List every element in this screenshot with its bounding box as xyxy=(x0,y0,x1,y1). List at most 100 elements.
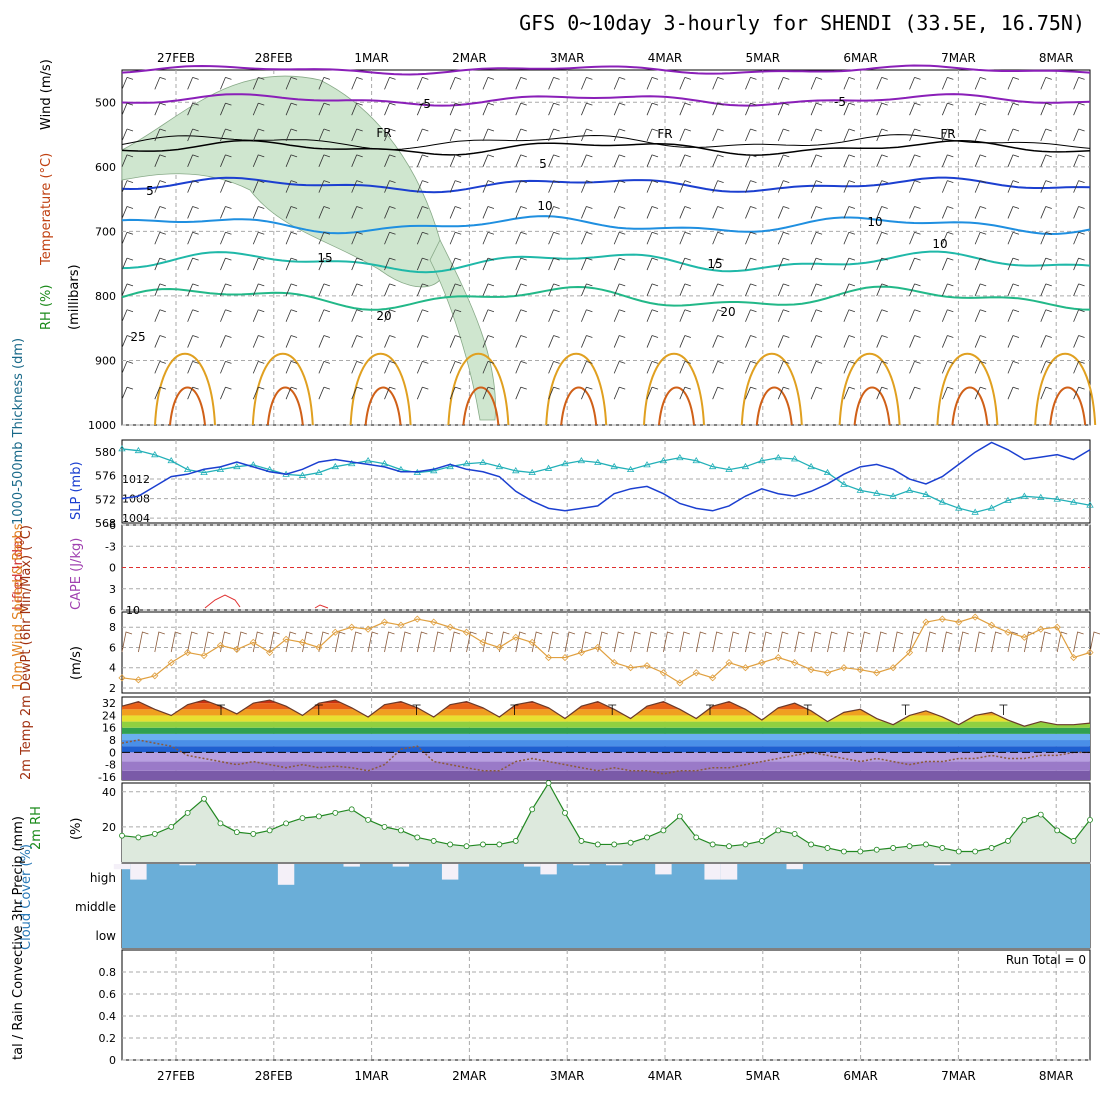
wind-barb xyxy=(548,128,560,142)
cloud-high-clear xyxy=(655,864,672,875)
wind-barb xyxy=(482,309,495,322)
wind-speed-point xyxy=(380,618,389,626)
wind-barb xyxy=(548,257,560,271)
wind-barb xyxy=(1073,360,1085,374)
wind-barb xyxy=(548,154,560,167)
thickness-point xyxy=(774,454,782,461)
thickness-point xyxy=(807,462,815,470)
wind-barb xyxy=(351,154,363,167)
wind-speed-point xyxy=(840,664,848,672)
wind-barb xyxy=(646,386,659,400)
wind-barb xyxy=(876,102,888,116)
wind-barb xyxy=(121,283,134,297)
wind-barb xyxy=(252,283,265,297)
wind-barb-10m xyxy=(367,631,379,653)
li-line xyxy=(314,604,329,609)
contour-line-5 xyxy=(121,176,1091,194)
temp-max-marker xyxy=(608,704,617,715)
wind-barb-10m xyxy=(416,631,428,653)
wind-barb xyxy=(745,360,757,374)
temp-max-marker xyxy=(510,704,519,715)
thickness-point xyxy=(823,468,832,476)
wind-barb xyxy=(745,335,757,348)
wind-barb xyxy=(581,257,593,271)
wind-speed-point xyxy=(905,648,914,657)
wind-barb xyxy=(154,102,166,116)
wind-barb xyxy=(712,231,724,245)
wind-barb xyxy=(285,206,298,219)
slp-line xyxy=(121,441,1091,512)
wind-barb xyxy=(416,386,429,400)
y-label-temp: Temperature (°C) xyxy=(39,153,54,266)
wind-barb-10m xyxy=(892,631,904,653)
wind-barb xyxy=(745,309,757,322)
wind-barb xyxy=(679,309,691,322)
wind-barb xyxy=(285,231,298,245)
contour-line-25 xyxy=(154,352,216,426)
wind-barb xyxy=(416,283,429,297)
date-label-top: 28FEB xyxy=(255,51,293,65)
wind-speed-point xyxy=(725,659,733,667)
wind-barb xyxy=(613,180,626,193)
panel-y-labels: RH (%) Temperature (°C) Wind (m/s) (milliba… xyxy=(11,59,84,1060)
wind-barb xyxy=(712,386,724,400)
wind-barb xyxy=(1007,360,1020,374)
wind-barb xyxy=(909,102,921,116)
wind-barb xyxy=(1073,386,1085,400)
wind-barb xyxy=(482,386,495,400)
wind-speed-point xyxy=(315,643,323,652)
wind-barb xyxy=(351,206,363,219)
pressure-tick: 500 xyxy=(95,96,116,109)
wind-barb xyxy=(777,180,790,193)
wind-barb xyxy=(745,102,757,116)
wind-barb xyxy=(515,128,527,142)
run-total-label: Run Total = 0 xyxy=(1006,953,1086,967)
rh-point xyxy=(890,845,897,851)
wind-barb xyxy=(154,76,166,90)
wind-barb xyxy=(121,309,134,322)
contour-label: 5 xyxy=(146,184,154,198)
thickness-point xyxy=(676,454,684,461)
thickness-point xyxy=(200,468,208,476)
y-label-millibars: (millibars) xyxy=(67,264,82,330)
wind-barb xyxy=(581,386,593,400)
wind-barb xyxy=(416,335,429,348)
wind-barb xyxy=(285,102,298,116)
contour-line-30 xyxy=(951,386,989,426)
wind-barb xyxy=(318,76,331,90)
wind-barb xyxy=(810,102,823,116)
contour-line-15 xyxy=(121,250,1091,274)
wind-barb xyxy=(1007,309,1020,322)
wind-barb xyxy=(1073,76,1085,90)
wind-barb xyxy=(974,335,987,348)
thickness-point xyxy=(955,504,963,511)
wind-barb xyxy=(974,154,987,167)
wind-barb xyxy=(1040,257,1052,271)
wind-barb xyxy=(220,309,232,322)
wind-speed-point xyxy=(282,635,290,643)
wind-speed-point xyxy=(1070,653,1078,662)
wind-barb-10m xyxy=(827,631,838,653)
wind-barb xyxy=(581,231,593,245)
wind-barb xyxy=(1007,257,1020,271)
wind-barb xyxy=(909,76,921,90)
wind-barb xyxy=(876,283,888,297)
rh-point xyxy=(693,834,700,841)
thickness-point xyxy=(610,462,618,470)
wind-barb xyxy=(318,180,331,193)
wind-barb xyxy=(679,102,691,116)
wind-barb xyxy=(646,154,659,167)
wind-barb xyxy=(843,231,856,245)
wind-barb-10m xyxy=(252,631,264,653)
wind-barb xyxy=(941,360,954,374)
wind-barb-10m xyxy=(794,631,805,653)
wind-barb xyxy=(613,309,626,322)
wind-barb xyxy=(351,386,363,400)
wind-barb xyxy=(154,360,166,374)
rh-point xyxy=(168,823,175,830)
wind-barb xyxy=(876,309,888,322)
wind-barb xyxy=(416,154,429,167)
wind-barb xyxy=(745,154,757,167)
wind-barb xyxy=(121,154,134,167)
wind-speed-point xyxy=(561,653,569,662)
